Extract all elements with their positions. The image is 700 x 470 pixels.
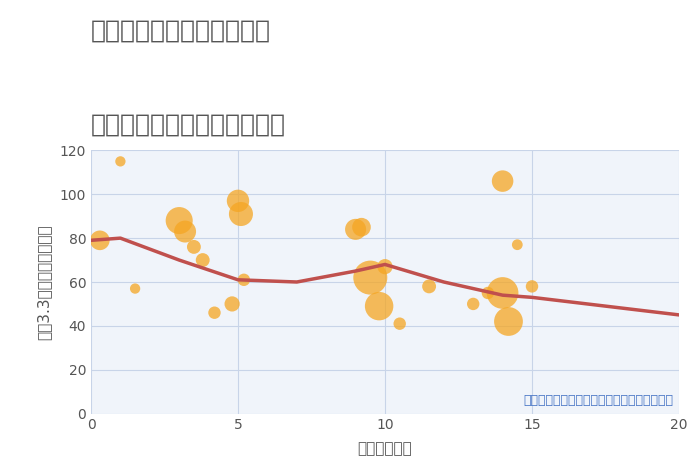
Point [497,289,508,297]
Point [394,320,405,328]
Point [379,263,391,270]
Point [115,157,126,165]
Point [482,289,493,297]
Point [94,236,106,244]
Point [365,274,376,282]
Point [197,256,209,264]
X-axis label: 駅距離（分）: 駅距離（分） [358,441,412,456]
Point [174,217,185,224]
Point [188,243,199,251]
Point [179,228,190,235]
Point [497,177,508,185]
Point [512,241,523,249]
Text: 駅距離別中古マンション価格: 駅距離別中古マンション価格 [91,113,286,137]
Point [227,300,238,308]
Point [374,302,385,310]
Point [424,282,435,290]
Point [238,276,249,283]
Point [503,318,514,325]
Point [356,223,367,231]
Point [209,309,220,316]
Point [526,282,538,290]
Point [232,197,244,204]
Text: 円の大きさは、取引のあった物件面積を示す: 円の大きさは、取引のあった物件面積を示す [523,394,673,407]
Point [350,226,361,233]
Point [130,285,141,292]
Y-axis label: 坪（3.3㎡）単価（万円）: 坪（3.3㎡）単価（万円） [36,224,51,340]
Point [468,300,479,308]
Text: 三重県桑名市長島町間々の: 三重県桑名市長島町間々の [91,19,271,43]
Point [235,210,246,218]
